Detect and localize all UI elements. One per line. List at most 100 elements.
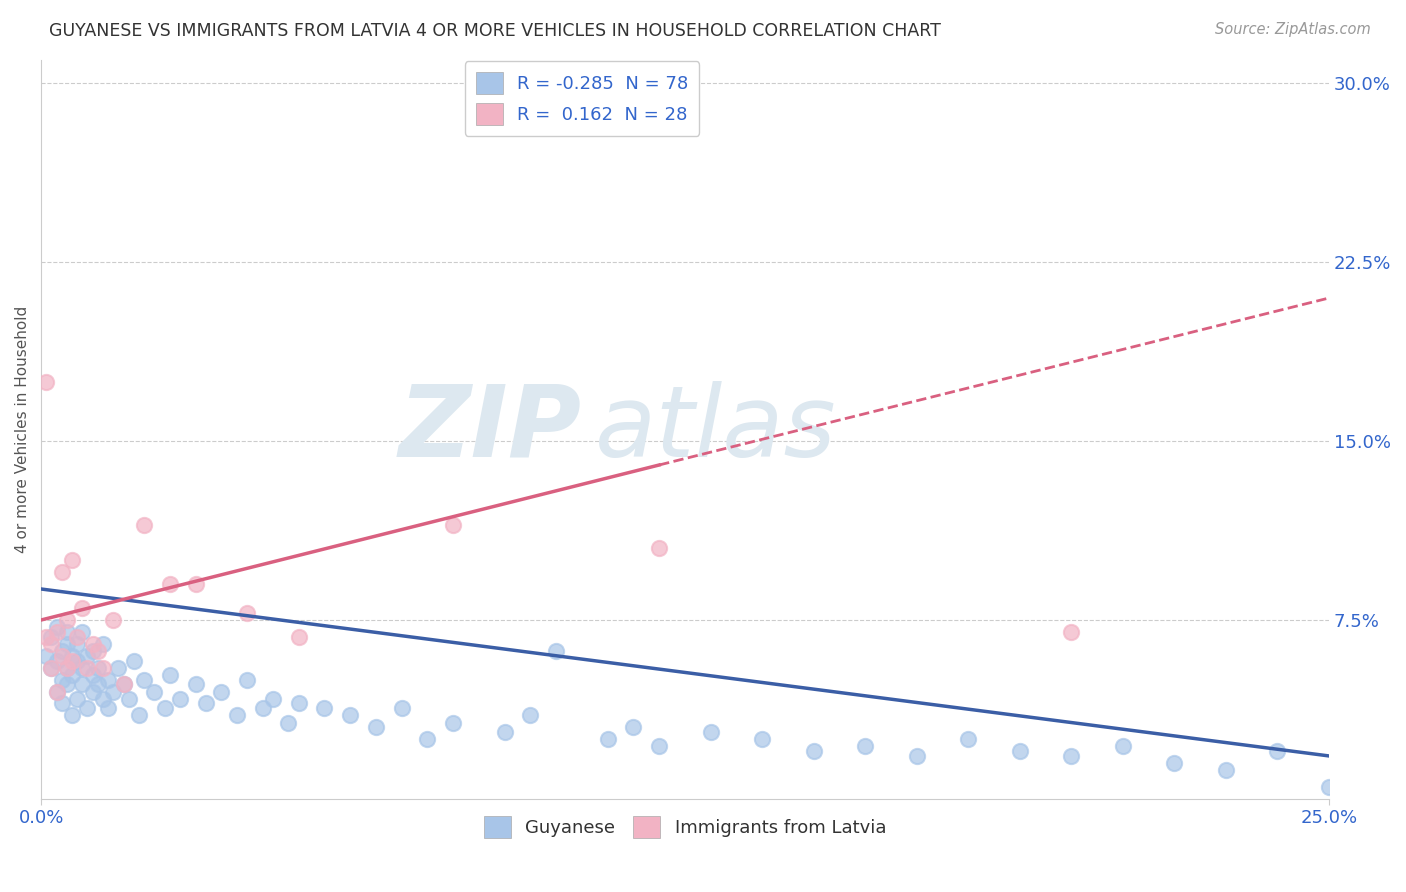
Point	[441, 715, 464, 730]
Point	[56, 624, 79, 639]
Point	[648, 541, 671, 556]
Point	[51, 648, 73, 663]
Point	[159, 577, 181, 591]
Point	[184, 677, 207, 691]
Point	[287, 630, 309, 644]
Point	[60, 648, 83, 663]
Point	[41, 637, 63, 651]
Point	[82, 684, 104, 698]
Point	[699, 725, 721, 739]
Point	[1265, 744, 1288, 758]
Point	[107, 661, 129, 675]
Text: atlas: atlas	[595, 381, 837, 478]
Point	[339, 708, 361, 723]
Point	[60, 553, 83, 567]
Point	[66, 637, 89, 651]
Point	[76, 701, 98, 715]
Point	[143, 684, 166, 698]
Point	[314, 701, 336, 715]
Point	[364, 720, 387, 734]
Point	[51, 673, 73, 687]
Point	[128, 708, 150, 723]
Point	[1215, 763, 1237, 777]
Y-axis label: 4 or more Vehicles in Household: 4 or more Vehicles in Household	[15, 306, 30, 553]
Point	[56, 613, 79, 627]
Point	[122, 654, 145, 668]
Point	[184, 577, 207, 591]
Point	[60, 668, 83, 682]
Point	[905, 748, 928, 763]
Point	[72, 624, 94, 639]
Point	[159, 668, 181, 682]
Point	[87, 644, 110, 658]
Point	[103, 613, 125, 627]
Point	[112, 677, 135, 691]
Point	[623, 720, 645, 734]
Point	[56, 661, 79, 675]
Text: GUYANESE VS IMMIGRANTS FROM LATVIA 4 OR MORE VEHICLES IN HOUSEHOLD CORRELATION C: GUYANESE VS IMMIGRANTS FROM LATVIA 4 OR …	[49, 22, 941, 40]
Point	[1060, 624, 1083, 639]
Point	[56, 677, 79, 691]
Point	[82, 637, 104, 651]
Point	[41, 661, 63, 675]
Point	[153, 701, 176, 715]
Point	[277, 715, 299, 730]
Point	[56, 661, 79, 675]
Point	[87, 677, 110, 691]
Point	[72, 677, 94, 691]
Point	[51, 697, 73, 711]
Point	[45, 624, 67, 639]
Point	[97, 673, 120, 687]
Point	[103, 684, 125, 698]
Text: Source: ZipAtlas.com: Source: ZipAtlas.com	[1215, 22, 1371, 37]
Point	[35, 630, 58, 644]
Point	[91, 661, 114, 675]
Point	[51, 644, 73, 658]
Point	[416, 732, 439, 747]
Point	[41, 661, 63, 675]
Point	[252, 701, 274, 715]
Point	[51, 566, 73, 580]
Point	[225, 708, 247, 723]
Point	[194, 697, 217, 711]
Point	[82, 644, 104, 658]
Point	[853, 739, 876, 754]
Point	[35, 375, 58, 389]
Point	[596, 732, 619, 747]
Point	[91, 637, 114, 651]
Point	[391, 701, 413, 715]
Point	[209, 684, 232, 698]
Point	[72, 661, 94, 675]
Point	[56, 637, 79, 651]
Point	[1112, 739, 1135, 754]
Point	[45, 620, 67, 634]
Point	[236, 606, 259, 620]
Point	[91, 691, 114, 706]
Point	[35, 648, 58, 663]
Point	[45, 684, 67, 698]
Point	[134, 673, 156, 687]
Point	[118, 691, 141, 706]
Point	[134, 517, 156, 532]
Point	[76, 661, 98, 675]
Point	[751, 732, 773, 747]
Point	[1008, 744, 1031, 758]
Point	[1163, 756, 1185, 770]
Point	[60, 654, 83, 668]
Point	[72, 601, 94, 615]
Point	[546, 644, 568, 658]
Point	[82, 668, 104, 682]
Point	[648, 739, 671, 754]
Point	[66, 630, 89, 644]
Point	[66, 691, 89, 706]
Point	[87, 661, 110, 675]
Point	[262, 691, 284, 706]
Point	[112, 677, 135, 691]
Point	[169, 691, 191, 706]
Point	[41, 630, 63, 644]
Point	[441, 517, 464, 532]
Text: ZIP: ZIP	[399, 381, 582, 478]
Point	[287, 697, 309, 711]
Point	[519, 708, 541, 723]
Point	[1317, 780, 1340, 794]
